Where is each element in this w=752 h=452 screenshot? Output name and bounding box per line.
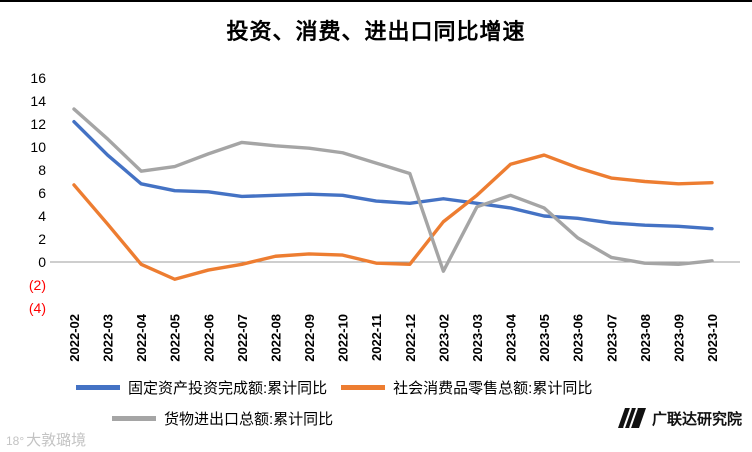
bottom-row: 18° 大敦璐境 货物进出口总额:累计同比 广联达研究院 xyxy=(0,402,752,450)
svg-text:14: 14 xyxy=(30,93,46,109)
svg-text:2022-05: 2022-05 xyxy=(168,314,183,362)
legend-item-fixed-investment: 固定资产投资完成额:累计同比 xyxy=(76,377,327,398)
svg-text:2022-12: 2022-12 xyxy=(403,314,418,362)
svg-text:8: 8 xyxy=(38,162,46,178)
svg-text:16: 16 xyxy=(30,70,46,86)
svg-text:(4): (4) xyxy=(29,300,46,316)
legend-item-retail-sales: 社会消费品零售总额:累计同比 xyxy=(341,377,592,398)
watermark: 18° 大敦璐境 xyxy=(6,429,86,450)
brand: 广联达研究院 xyxy=(616,406,742,430)
svg-text:2023-04: 2023-04 xyxy=(504,313,519,361)
svg-text:0: 0 xyxy=(38,254,46,270)
svg-text:4: 4 xyxy=(38,208,46,224)
svg-text:2022-11: 2022-11 xyxy=(369,314,384,361)
svg-text:2022-04: 2022-04 xyxy=(134,313,149,361)
svg-text:2023-06: 2023-06 xyxy=(571,314,586,362)
svg-text:2023-05: 2023-05 xyxy=(537,314,552,362)
svg-text:2: 2 xyxy=(38,231,46,247)
legend-label-retail-sales: 社会消费品零售总额:累计同比 xyxy=(393,379,593,397)
svg-text:2022-06: 2022-06 xyxy=(201,314,216,362)
svg-text:2023-10: 2023-10 xyxy=(705,314,720,362)
legend-row-1: 固定资产投资完成额:累计同比 社会消费品零售总额:累计同比 xyxy=(76,372,752,402)
svg-text:(2): (2) xyxy=(29,277,46,293)
svg-text:2023-03: 2023-03 xyxy=(470,314,485,362)
legend-swatch-gray-line xyxy=(112,416,156,421)
legend-swatch-blue-line xyxy=(76,384,120,390)
flag-icon xyxy=(617,407,646,429)
watermark-logo: 18° xyxy=(6,434,25,448)
legend-label-import-export: 货物进出口总额:累计同比 xyxy=(164,411,334,428)
svg-text:12: 12 xyxy=(30,116,46,132)
svg-text:2022-08: 2022-08 xyxy=(268,314,283,362)
legend-item-import-export: 货物进出口总额:累计同比 xyxy=(112,408,333,429)
svg-text:2022-02: 2022-02 xyxy=(67,314,82,362)
svg-text:2022-09: 2022-09 xyxy=(302,314,317,362)
svg-text:2022-03: 2022-03 xyxy=(101,314,116,362)
chart-title: 投资、消费、进出口同比增速 xyxy=(226,19,526,44)
svg-text:6: 6 xyxy=(38,185,46,201)
svg-text:2023-02: 2023-02 xyxy=(436,314,451,362)
svg-text:2023-09: 2023-09 xyxy=(671,314,686,362)
svg-text:2022-10: 2022-10 xyxy=(336,314,351,362)
svg-text:2022-07: 2022-07 xyxy=(235,314,250,362)
svg-text:2023-08: 2023-08 xyxy=(638,314,653,362)
svg-text:10: 10 xyxy=(30,139,46,155)
line-chart-plot: 16 14 12 10 8 6 4 2 0 (2) (4) 2022-02 2022-03 2022-04… xyxy=(29,70,740,362)
legend-label-fixed-investment: 固定资产投资完成额:累计同比 xyxy=(128,379,328,397)
svg-text:2023-07: 2023-07 xyxy=(604,314,619,362)
brand-name: 广联达研究院 xyxy=(651,410,742,428)
watermark-text: 大敦璐境 xyxy=(26,432,87,449)
legend-swatch-orange-line xyxy=(341,384,386,390)
